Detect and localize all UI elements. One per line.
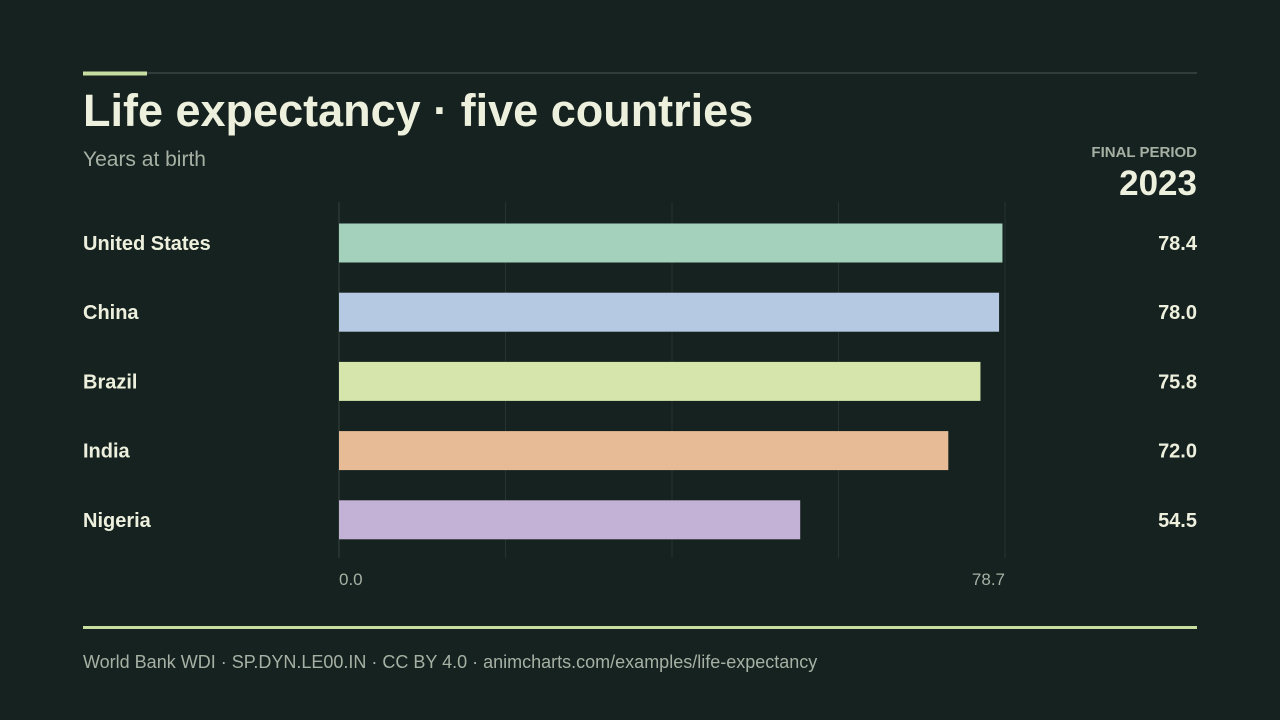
source-note: World Bank WDI · SP.DYN.LE00.IN · CC BY …	[83, 652, 817, 672]
category-label: United States	[83, 233, 211, 255]
chart-subtitle: Years at birth	[83, 148, 206, 171]
value-label: 72.0	[1158, 441, 1197, 463]
bars	[339, 223, 1003, 540]
bar	[339, 361, 981, 401]
category-label: Brazil	[83, 371, 137, 393]
bar	[339, 223, 1003, 263]
value-label: 54.5	[1158, 510, 1197, 532]
value-label: 75.8	[1158, 371, 1197, 393]
period-label: FINAL PERIOD	[1091, 144, 1197, 161]
x-tick-label: 0.0	[339, 570, 363, 589]
value-labels: 78.4 78.0 75.8 72.0 54.5	[1158, 233, 1198, 532]
category-label: Nigeria	[83, 510, 152, 532]
period-value: 2023	[1119, 164, 1197, 203]
value-label: 78.4	[1158, 233, 1198, 255]
category-labels: United States China Brazil India Nigeria	[83, 233, 211, 532]
value-label: 78.0	[1158, 302, 1197, 324]
bar	[339, 431, 949, 471]
bar	[339, 500, 801, 540]
header-accent-bar	[83, 71, 147, 76]
category-label: China	[83, 302, 139, 324]
x-axis-ticks: 0.0 78.7	[339, 570, 1005, 589]
bar	[339, 292, 1000, 332]
category-label: India	[83, 441, 131, 463]
chart-title: Life expectancy · five countries	[83, 85, 753, 136]
x-tick-label: 78.7	[972, 570, 1005, 589]
